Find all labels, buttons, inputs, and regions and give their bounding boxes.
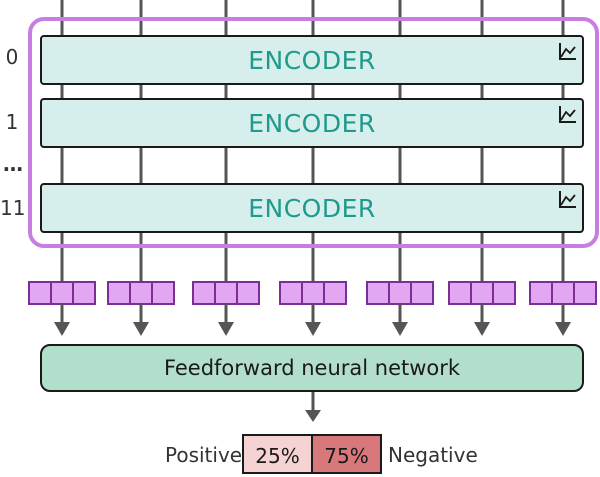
token-vector-cell: [214, 281, 238, 305]
ffn-output-arrowhead: [305, 410, 321, 422]
token-vector-cell: [388, 281, 412, 305]
trend-icon: [559, 106, 576, 123]
token-vector-cell: [410, 281, 434, 305]
token-arrowhead: [133, 322, 149, 336]
token-vectors: [28, 281, 597, 305]
token-arrowhead: [555, 322, 571, 336]
encoder-block-11: ENCODER: [40, 183, 584, 233]
token-arrowhead: [392, 322, 408, 336]
negative-score: 75%: [311, 434, 382, 474]
token-vector-cell: [301, 281, 325, 305]
token-vector-cell: [279, 281, 303, 305]
negative-label: Negative: [388, 443, 478, 467]
token-vector-cell: [448, 281, 472, 305]
trend-icon: [559, 43, 576, 60]
token-vector-cell: [192, 281, 216, 305]
trend-icon: [559, 191, 576, 208]
encoder-label: ENCODER: [248, 108, 376, 138]
ffn-label: Feedforward neural network: [163, 356, 461, 380]
encoder-block-1: ENCODER: [40, 98, 584, 148]
token-vector-cell: [129, 281, 153, 305]
token-vector-cell: [50, 281, 74, 305]
layer-label-11: 11: [0, 196, 26, 220]
encoder-label: ENCODER: [248, 193, 376, 223]
token-vector-cell: [236, 281, 260, 305]
token-vector-cell: [72, 281, 96, 305]
token-vector-cell: [323, 281, 347, 305]
token-vector-cell: [551, 281, 575, 305]
token-vector-cell: [529, 281, 553, 305]
token-arrowhead: [305, 322, 321, 336]
token-vector-cell: [28, 281, 52, 305]
token-vector-cell: [366, 281, 390, 305]
token-vector-cell: [151, 281, 175, 305]
token-arrowhead: [218, 322, 234, 336]
layer-label-0: 0: [5, 45, 19, 69]
token-vector-cell: [470, 281, 494, 305]
token-vector-cell: [492, 281, 516, 305]
token-vector-cell: [573, 281, 597, 305]
feedforward-network-block: Feedforward neural network: [40, 344, 584, 392]
encoder-label: ENCODER: [248, 45, 376, 75]
token-arrowhead: [54, 322, 70, 336]
token-arrows: [54, 304, 571, 336]
encoder-stack-highlight: [28, 17, 599, 248]
layer-label-1: 1: [5, 110, 19, 134]
token-vector-cell: [107, 281, 131, 305]
positive-label: Positive: [165, 443, 243, 467]
encoder-block-0: ENCODER: [40, 35, 584, 85]
token-arrowhead: [474, 322, 490, 336]
layer-ellipsis: …: [3, 152, 23, 176]
positive-score: 25%: [242, 434, 313, 474]
